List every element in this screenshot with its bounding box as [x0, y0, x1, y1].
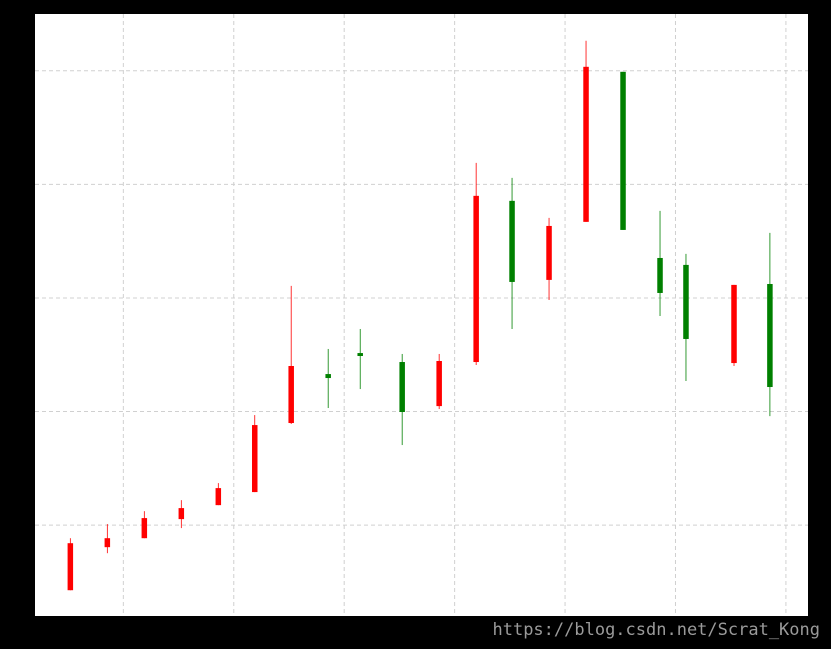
- candle-body: [657, 257, 663, 293]
- candle-body: [583, 66, 589, 222]
- candle-body: [178, 508, 185, 520]
- plot-area: [35, 14, 808, 616]
- candle-body: [767, 283, 773, 388]
- candle-body: [357, 353, 363, 357]
- candle-body: [104, 538, 111, 548]
- candle-body: [215, 488, 222, 506]
- candle-body: [546, 225, 552, 280]
- candle-body: [252, 425, 258, 493]
- candle-body: [620, 71, 626, 230]
- candle-body: [288, 365, 294, 424]
- candle-body: [67, 543, 74, 591]
- candle-body: [473, 195, 479, 363]
- candle-body: [731, 284, 737, 364]
- candle-body: [683, 264, 689, 339]
- candle-body: [325, 374, 331, 379]
- candle-body: [141, 518, 148, 539]
- candle-body: [509, 200, 515, 282]
- watermark: https://blog.csdn.net/Scrat_Kong: [492, 620, 820, 640]
- candle-body: [399, 362, 405, 413]
- candle-body: [436, 361, 442, 407]
